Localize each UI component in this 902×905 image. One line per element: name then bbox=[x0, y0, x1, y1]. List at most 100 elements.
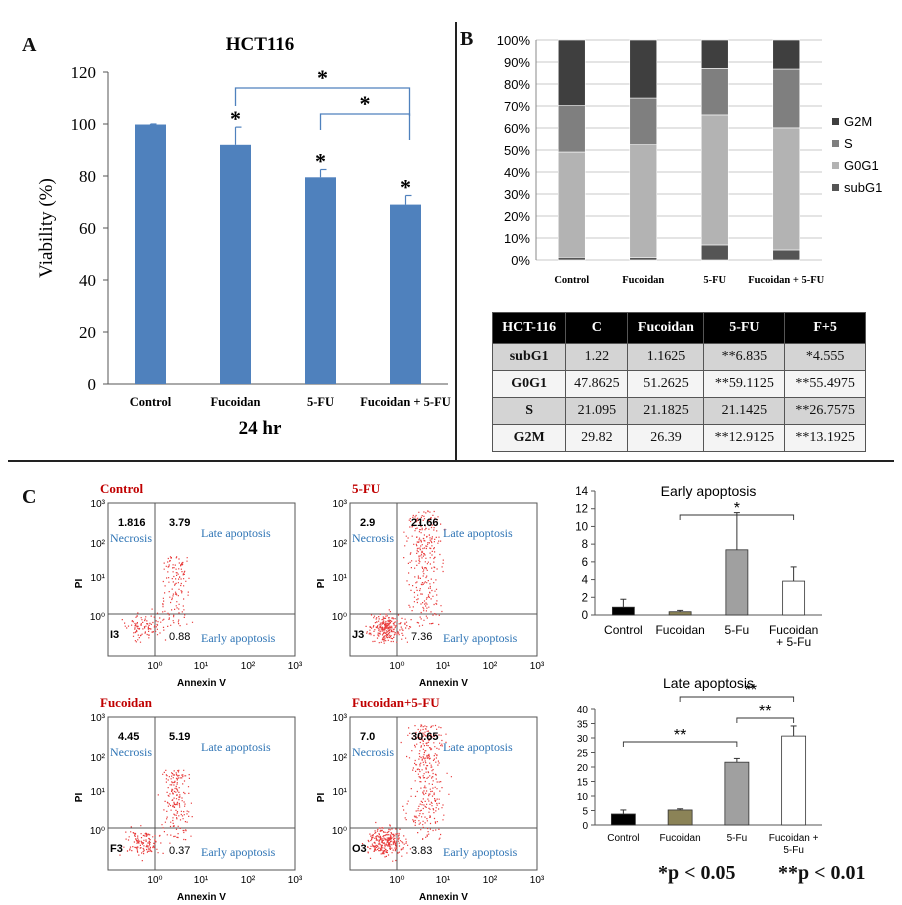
significance-star: ** bbox=[759, 703, 771, 720]
quadrant-value-ul: 7.0 bbox=[360, 731, 375, 743]
y-tick-label: 10¹ bbox=[91, 573, 106, 584]
table-cell: 29.82 bbox=[565, 424, 629, 452]
table-cell: G2M bbox=[491, 424, 567, 452]
y-tick-label: 15 bbox=[577, 778, 589, 789]
y-tick-label: 50% bbox=[504, 143, 530, 158]
x-tick-label: 10² bbox=[241, 875, 256, 886]
y-axis-label: PI bbox=[74, 579, 85, 589]
quadrant-value-lr: 0.37 bbox=[169, 845, 190, 857]
x-tick-label: Control bbox=[604, 623, 643, 637]
x-tick-label: 5-FU bbox=[307, 395, 334, 409]
quadrant-label-late: Late apoptosis bbox=[443, 526, 513, 540]
significance-bracket bbox=[736, 717, 795, 723]
significance-bracket bbox=[679, 696, 795, 702]
y-tick-label: 0 bbox=[88, 375, 97, 394]
x-axis-label: Annexin V bbox=[177, 678, 226, 689]
bar bbox=[667, 809, 693, 826]
significance-star: * bbox=[230, 106, 241, 131]
flow-plot-title: Control bbox=[100, 481, 143, 496]
y-tick-label: 2 bbox=[582, 592, 588, 604]
legend-label: subG1 bbox=[844, 180, 882, 195]
x-axis-label: Annexin V bbox=[419, 678, 468, 689]
chart-title: Early apoptosis bbox=[661, 483, 757, 499]
x-tick-label: 10¹ bbox=[194, 661, 209, 672]
y-tick-label: 10² bbox=[333, 539, 348, 550]
stacked-bar-segment bbox=[629, 97, 658, 145]
bar bbox=[724, 761, 750, 826]
flow-plot-frame bbox=[349, 716, 538, 871]
table-cell: 1.22 bbox=[565, 343, 629, 371]
y-tick-label: 10² bbox=[91, 539, 106, 550]
significance-note-p05: *p < 0.05 bbox=[658, 862, 736, 884]
quadrant-value-ur: 5.19 bbox=[169, 731, 190, 743]
table-cell: 1.1625 bbox=[627, 343, 705, 371]
table-cell: **59.1125 bbox=[703, 370, 786, 398]
quadrant-value-ul: 1.816 bbox=[118, 517, 146, 529]
x-tick-label: 10² bbox=[483, 661, 498, 672]
x-tick-label: 10¹ bbox=[436, 875, 451, 886]
event-dots bbox=[121, 556, 194, 643]
y-tick-label: 90% bbox=[504, 55, 530, 70]
y-tick-label: 12 bbox=[575, 504, 588, 516]
y-tick-label: 10⁰ bbox=[332, 826, 347, 837]
significance-star: * bbox=[360, 91, 371, 116]
y-tick-label: 8 bbox=[582, 539, 588, 551]
x-tick-label: 10⁰ bbox=[389, 661, 404, 672]
x-tick-label: Control bbox=[554, 275, 589, 286]
y-tick-label: 100% bbox=[497, 33, 531, 48]
table-header-cell: C bbox=[565, 312, 629, 344]
x-tick-label: 10⁰ bbox=[389, 875, 404, 886]
x-tick-label: 10³ bbox=[288, 661, 303, 672]
flow-plot-title: Fucoidan bbox=[100, 695, 153, 710]
y-tick-label: 10% bbox=[504, 231, 530, 246]
quadrant-label-early: Early apoptosis bbox=[201, 845, 276, 859]
event-dot-cloud bbox=[121, 556, 194, 643]
panel-label-a: A bbox=[22, 34, 37, 56]
y-tick-label: 6 bbox=[582, 557, 588, 569]
table-cell: S bbox=[491, 397, 567, 425]
table-cell: *4.555 bbox=[784, 343, 866, 371]
cell-cycle-table: HCT-116 C Fucoidan 5-FU F+5 subG1 1.22 1… bbox=[491, 312, 866, 452]
y-tick-label: 60% bbox=[504, 121, 530, 136]
quadrant-value-ul: 2.9 bbox=[360, 517, 375, 529]
y-tick-label: 35 bbox=[577, 720, 589, 731]
panel-divider-vertical bbox=[455, 22, 457, 460]
y-tick-label: 20% bbox=[504, 209, 530, 224]
y-tick-label: 14 bbox=[575, 486, 588, 498]
bar bbox=[610, 813, 636, 826]
y-tick-label: 10² bbox=[91, 753, 106, 764]
table-row: subG1 1.22 1.1625 **6.835 *4.555 bbox=[491, 343, 866, 371]
panel-label-b: B bbox=[460, 28, 474, 50]
y-tick-label: 0 bbox=[582, 610, 588, 622]
bar bbox=[220, 144, 251, 384]
x-tick-label: Fucoidan + 5-FU bbox=[360, 395, 450, 409]
quadrant-value-ur: 3.79 bbox=[169, 517, 190, 529]
table-cell: 51.2625 bbox=[627, 370, 705, 398]
y-tick-label: 80 bbox=[79, 167, 96, 186]
y-tick-label: 60 bbox=[79, 219, 96, 238]
y-tick-label: 10² bbox=[333, 753, 348, 764]
quadrant-label-necrosis: Necrosis bbox=[352, 745, 394, 759]
x-tick-label: Fucoidan bbox=[210, 395, 260, 409]
legend-label: G2M bbox=[844, 114, 872, 129]
bar bbox=[305, 177, 336, 384]
quadrant-label-necrosis: Necrosis bbox=[110, 531, 152, 545]
table-header-row: HCT-116 C Fucoidan 5-FU F+5 bbox=[491, 312, 866, 344]
event-dot-cloud bbox=[119, 769, 193, 862]
quadrant-label-late: Late apoptosis bbox=[201, 740, 271, 754]
stacked-bar-segment bbox=[772, 39, 801, 70]
quadrant-value-ll: I3 bbox=[110, 629, 119, 641]
table-cell: **55.4975 bbox=[784, 370, 866, 398]
y-tick-label: 10¹ bbox=[91, 787, 106, 798]
y-tick-label: 5 bbox=[582, 807, 588, 818]
y-tick-label: 80% bbox=[504, 77, 530, 92]
quadrant-value-ur: 21.66 bbox=[411, 517, 439, 529]
y-tick-label: 40 bbox=[577, 705, 589, 716]
y-tick-label: 30 bbox=[577, 734, 589, 745]
significance-bracket bbox=[234, 87, 411, 116]
y-tick-label: 10 bbox=[575, 521, 588, 533]
panel-label-c: C bbox=[22, 486, 37, 508]
significance-star: * bbox=[317, 65, 328, 90]
